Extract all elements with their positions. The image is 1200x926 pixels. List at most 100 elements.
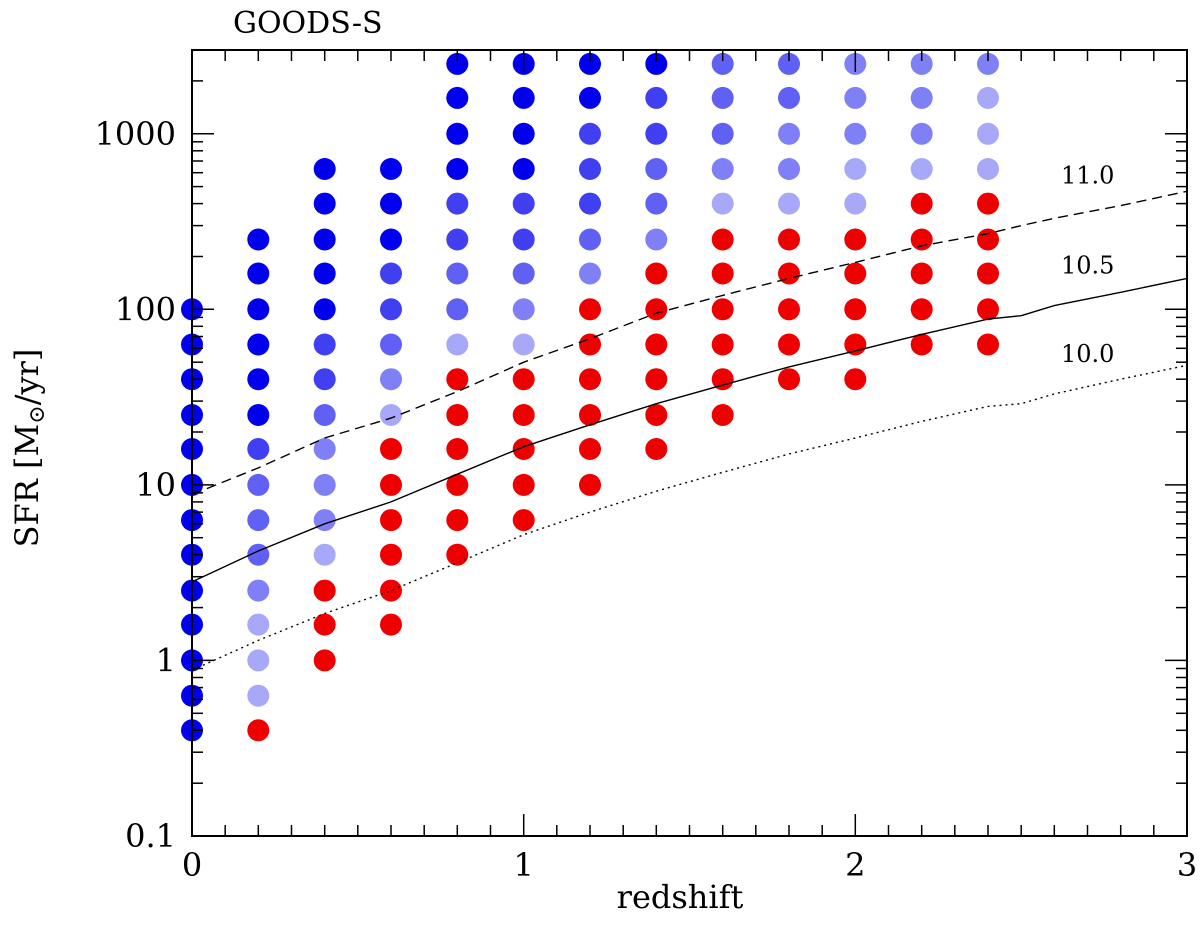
data-point <box>380 579 402 602</box>
data-point <box>977 52 999 75</box>
data-point <box>645 368 668 391</box>
data-point <box>446 509 469 532</box>
data-point <box>446 473 469 496</box>
data-point <box>512 192 535 215</box>
data-point <box>446 262 469 285</box>
data-point <box>711 52 734 75</box>
data-point <box>247 649 270 672</box>
data-point <box>844 262 867 285</box>
data-point <box>313 404 336 426</box>
mass-line-dashed <box>191 190 1188 496</box>
data-point <box>247 509 270 532</box>
data-point <box>247 438 270 460</box>
data-point <box>380 262 402 285</box>
data-point <box>778 86 800 109</box>
data-point <box>711 404 734 426</box>
data-point <box>977 298 999 321</box>
axes-layer: 0 1 2 3 0.1 1 10 100 1000 <box>95 49 1197 884</box>
data-point <box>512 298 535 321</box>
data-point <box>579 368 601 391</box>
data-point <box>977 86 999 109</box>
data-point <box>645 262 668 285</box>
mass-line-label: 11.0 <box>1061 162 1114 190</box>
data-point <box>711 228 734 251</box>
data-point <box>910 333 933 356</box>
data-point <box>446 298 469 321</box>
data-point <box>313 228 336 251</box>
data-point <box>579 438 601 460</box>
data-point <box>711 158 734 180</box>
data-point <box>446 333 469 356</box>
data-point <box>977 122 999 145</box>
data-point <box>380 192 402 215</box>
data-point <box>380 298 402 321</box>
data-point <box>446 368 469 391</box>
y-tick-label: 0.1 <box>125 817 176 855</box>
data-point <box>579 333 601 356</box>
x-tick-label: 1 <box>514 846 534 884</box>
data-point <box>512 262 535 285</box>
data-point <box>645 52 668 75</box>
data-point <box>711 86 734 109</box>
data-point <box>313 298 336 321</box>
plot-frame <box>191 49 1188 837</box>
data-point <box>645 158 668 180</box>
data-point <box>778 158 800 180</box>
data-point <box>512 438 535 460</box>
data-point <box>446 438 469 460</box>
data-point <box>910 298 933 321</box>
data-point <box>778 262 800 285</box>
data-point <box>380 438 402 460</box>
data-point <box>313 543 336 566</box>
points-layer <box>181 52 999 742</box>
data-point <box>247 368 270 391</box>
data-point <box>313 613 336 636</box>
data-point <box>910 192 933 215</box>
data-point <box>446 158 469 180</box>
mass-lines-layer: 11.0 10.5 10.0 <box>191 162 1188 671</box>
data-point <box>446 404 469 426</box>
chart-title: GOODS-S <box>233 6 383 41</box>
data-point <box>380 333 402 356</box>
data-point <box>778 52 800 75</box>
data-point <box>512 228 535 251</box>
data-point <box>380 368 402 391</box>
data-point <box>579 122 601 145</box>
data-point <box>579 404 601 426</box>
data-point <box>579 52 601 75</box>
data-point <box>313 158 336 180</box>
mass-line-solid <box>191 277 1188 583</box>
data-point <box>313 579 336 602</box>
data-point <box>645 122 668 145</box>
data-point <box>645 438 668 460</box>
data-point <box>512 509 535 532</box>
data-point <box>910 158 933 180</box>
data-point <box>247 262 270 285</box>
x-axis-label: redshift <box>617 878 744 916</box>
data-point <box>446 192 469 215</box>
data-point <box>446 52 469 75</box>
data-point <box>579 262 601 285</box>
y-axis-label: SFR [M⊙/yr] <box>8 349 50 548</box>
data-point <box>512 333 535 356</box>
data-point <box>977 192 999 215</box>
data-point <box>446 86 469 109</box>
x-tick-label: 3 <box>1177 846 1197 884</box>
data-point <box>910 86 933 109</box>
x-tick-label: 2 <box>845 846 865 884</box>
data-point <box>247 719 270 742</box>
data-point <box>977 333 999 356</box>
data-point <box>844 122 867 145</box>
data-point <box>778 122 800 145</box>
data-point <box>512 158 535 180</box>
data-point <box>910 52 933 75</box>
y-tick-label: 1 <box>156 641 176 679</box>
data-point <box>844 158 867 180</box>
data-point <box>247 228 270 251</box>
data-point <box>844 192 867 215</box>
data-point <box>512 368 535 391</box>
data-point <box>645 333 668 356</box>
data-point <box>380 613 402 636</box>
data-point <box>977 262 999 285</box>
